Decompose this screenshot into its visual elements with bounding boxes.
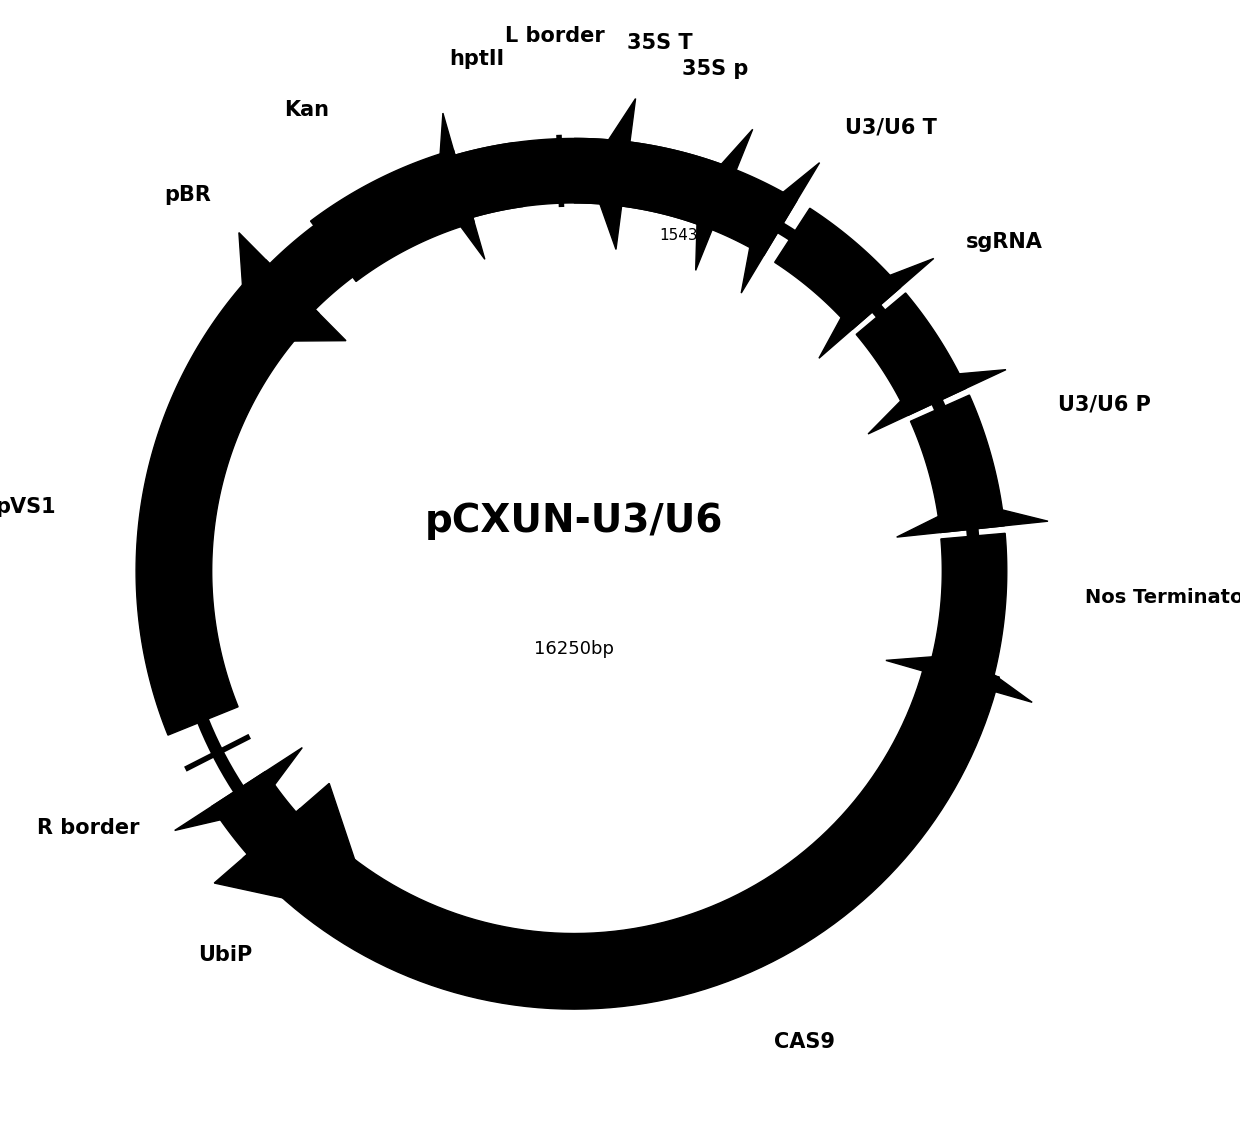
- Text: R border: R border: [37, 819, 140, 838]
- Polygon shape: [136, 259, 319, 735]
- Text: UbiP: UbiP: [198, 946, 253, 965]
- Polygon shape: [928, 533, 1007, 690]
- Polygon shape: [742, 162, 820, 293]
- Polygon shape: [239, 233, 346, 341]
- Polygon shape: [897, 501, 1048, 537]
- Polygon shape: [243, 225, 352, 335]
- Text: pVS1: pVS1: [0, 497, 56, 517]
- Text: 35S p: 35S p: [682, 59, 749, 79]
- Text: 16250bp: 16250bp: [534, 640, 614, 658]
- Text: pCXUN-U3/U6: pCXUN-U3/U6: [425, 502, 723, 540]
- Polygon shape: [868, 370, 1006, 434]
- Polygon shape: [243, 659, 999, 1010]
- Polygon shape: [696, 129, 753, 271]
- Text: 35S T: 35S T: [626, 33, 692, 53]
- Polygon shape: [606, 140, 797, 256]
- Polygon shape: [310, 150, 474, 281]
- Text: U3/U6 T: U3/U6 T: [846, 118, 937, 137]
- Polygon shape: [412, 143, 523, 230]
- Polygon shape: [175, 748, 303, 830]
- Polygon shape: [438, 113, 485, 259]
- Text: pBR: pBR: [164, 185, 211, 206]
- Text: sgRNA: sgRNA: [966, 232, 1043, 252]
- Polygon shape: [910, 395, 1004, 532]
- Polygon shape: [818, 258, 934, 359]
- Text: L border: L border: [506, 26, 605, 47]
- Polygon shape: [775, 208, 900, 330]
- Polygon shape: [574, 138, 737, 230]
- Polygon shape: [885, 654, 1032, 702]
- Text: Nos Terminator: Nos Terminator: [1085, 588, 1240, 608]
- Polygon shape: [371, 138, 630, 246]
- Text: hptII: hptII: [449, 49, 505, 69]
- Text: CAS9: CAS9: [774, 1032, 835, 1052]
- Polygon shape: [212, 772, 373, 934]
- Polygon shape: [588, 98, 636, 249]
- Text: Kan: Kan: [284, 99, 329, 120]
- Text: 15439: 15439: [658, 228, 707, 243]
- Text: U3/U6 P: U3/U6 P: [1058, 394, 1151, 415]
- Polygon shape: [856, 293, 966, 416]
- Polygon shape: [215, 783, 374, 918]
